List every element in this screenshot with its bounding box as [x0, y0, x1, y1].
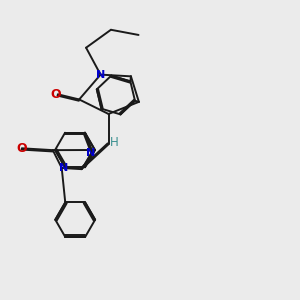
- Text: N: N: [96, 70, 105, 80]
- Text: N: N: [58, 163, 68, 173]
- Text: N: N: [86, 148, 96, 158]
- Text: O: O: [50, 88, 61, 101]
- Text: H: H: [110, 136, 118, 149]
- Text: O: O: [16, 142, 27, 155]
